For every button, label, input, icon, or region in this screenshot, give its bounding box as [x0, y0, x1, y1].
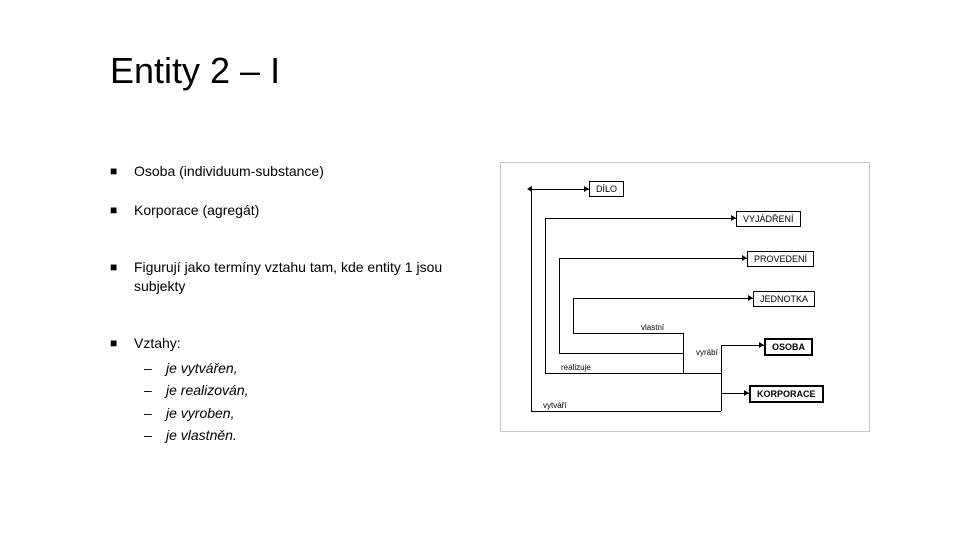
edge-label-vytvari: vytváří — [543, 401, 567, 410]
slide-title: Entity 2 – I — [110, 50, 960, 92]
diagram-line — [559, 353, 683, 354]
square-bullet-icon: ■ — [110, 201, 134, 220]
diagram-line — [721, 393, 722, 411]
bullet-text: Figurují jako termíny vztahu tam, kde en… — [134, 258, 460, 296]
list-item: ■ Osoba (individuum-substance) — [110, 162, 460, 181]
diagram-line — [559, 258, 747, 259]
diagram-line — [721, 345, 764, 346]
sub-text: je vlastněn. — [166, 424, 237, 446]
square-bullet-icon: ■ — [110, 162, 134, 181]
node-korporace: KORPORACE — [749, 385, 824, 403]
dash-bullet-icon: – — [144, 402, 166, 424]
diagram-line — [721, 345, 722, 395]
slide: Entity 2 – I ■ Osoba (individuum-substan… — [0, 0, 960, 540]
bullet-text: Osoba (individuum-substance) — [134, 162, 460, 181]
arrow-right-icon — [584, 186, 589, 192]
diagram-line — [683, 373, 721, 374]
sub-text: je vytvářen, — [166, 357, 238, 379]
bullet-list: ■ Osoba (individuum-substance) ■ Korpora… — [110, 162, 460, 467]
arrow-right-icon — [759, 342, 764, 348]
diagram-line — [531, 411, 721, 412]
bullet-label: Vztahy: — [134, 335, 181, 351]
list-item: ■ Korporace (agregát) — [110, 201, 460, 220]
edge-label-vyrabi: vyrábí — [696, 348, 718, 357]
list-item: ■ Figurují jako termíny vztahu tam, kde … — [110, 258, 460, 296]
sub-text: je realizován, — [166, 379, 249, 401]
bullet-text-with-sublist: Vztahy: – je vytvářen, – je realizován, … — [134, 334, 460, 446]
sub-item: – je vyroben, — [134, 402, 460, 424]
edge-label-realizuje: realizuje — [561, 363, 591, 372]
node-dilo: DÍLO — [589, 181, 624, 197]
list-item: ■ Vztahy: – je vytvářen, – je realizován… — [110, 334, 460, 446]
sub-item: – je vlastněn. — [134, 424, 460, 446]
arrow-right-icon — [744, 390, 749, 396]
diagram-line — [573, 333, 683, 334]
diagram-line — [545, 373, 683, 374]
arrow-left-icon — [527, 186, 532, 192]
dash-bullet-icon: – — [144, 379, 166, 401]
node-osoba: OSOBA — [764, 338, 813, 356]
arrow-right-icon — [742, 255, 747, 261]
node-provedeni: PROVEDENÍ — [747, 251, 814, 267]
dash-bullet-icon: – — [144, 357, 166, 379]
bullet-text: Korporace (agregát) — [134, 201, 460, 220]
diagram-line — [573, 298, 753, 299]
sub-list: – je vytvářen, – je realizován, – je vyr… — [134, 357, 460, 447]
arrow-right-icon — [731, 215, 736, 221]
arrow-right-icon — [748, 295, 753, 301]
entity-diagram: DÍLO VYJÁDŘENÍ PROVEDENÍ JEDNOTKA OSOBA … — [500, 162, 870, 432]
diagram-line — [559, 258, 560, 353]
diagram-line — [573, 298, 574, 333]
diagram-line — [545, 218, 546, 373]
square-bullet-icon: ■ — [110, 258, 134, 277]
content-row: ■ Osoba (individuum-substance) ■ Korpora… — [110, 162, 960, 467]
diagram-line — [531, 189, 589, 190]
diagram-line — [545, 218, 736, 219]
square-bullet-icon: ■ — [110, 334, 134, 353]
dash-bullet-icon: – — [144, 424, 166, 446]
node-vyjadreni: VYJÁDŘENÍ — [736, 211, 801, 227]
diagram-line — [683, 333, 684, 373]
sub-item: – je vytvářen, — [134, 357, 460, 379]
node-jednotka: JEDNOTKA — [753, 291, 815, 307]
diagram-line — [531, 189, 532, 411]
sub-item: – je realizován, — [134, 379, 460, 401]
edge-label-vlastni: vlastní — [641, 323, 664, 332]
sub-text: je vyroben, — [166, 402, 234, 424]
